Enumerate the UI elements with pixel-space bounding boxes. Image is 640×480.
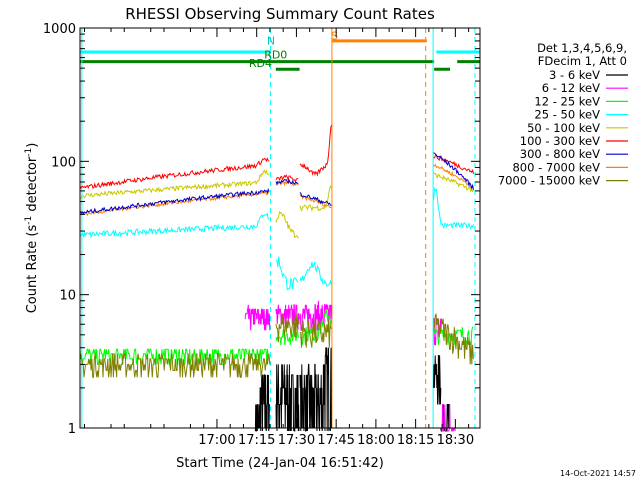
x-tick-label: 17:45 [317, 433, 354, 448]
series-25-50kev-line [275, 256, 299, 291]
series-300-800kev-line [79, 187, 270, 215]
series-6-12kev-line [433, 318, 442, 346]
series-100-300kev-line [79, 157, 270, 190]
x-tick-label: 17:15 [238, 433, 275, 448]
series-300-800kev-line [299, 192, 332, 206]
plot-frame [79, 27, 481, 429]
y-axis-label: Count Rate (s-1 detector-1) [24, 143, 40, 314]
series-300-800kev-line [433, 152, 474, 191]
chart-title: RHESSI Observing Summary Count Rates [125, 5, 435, 23]
series-800-7000kev-line [433, 163, 474, 189]
y-tick-label: 1 [68, 422, 76, 437]
legend-header-line-2: FDecim 1, Att 0 [538, 54, 627, 68]
series-800-7000kev-line [299, 194, 332, 209]
annotation-rd4: RD4 [249, 57, 272, 70]
legend-label: 7000 - 15000 keV [498, 174, 600, 188]
annotation-s: S [331, 29, 338, 42]
series-7000-15000kev-line [433, 313, 474, 365]
x-tick-label: 18:30 [437, 433, 474, 448]
y-tick-label: 100 [51, 155, 76, 170]
y-axis: 1 10 100 1000 [43, 22, 480, 437]
series-50-100kev-line [299, 185, 332, 212]
legend-label: 12 - 25 keV [534, 94, 600, 108]
legend-label: 6 - 12 keV [542, 81, 600, 95]
series-50-100kev-line [79, 169, 270, 199]
series-100-300kev-line [299, 124, 333, 177]
series-7000-15000kev-line [299, 320, 332, 348]
series-50-100kev-line [275, 210, 299, 239]
annotation-rd0: RD0 [264, 49, 287, 62]
series-12-25kev-line [275, 326, 300, 345]
legend: Det 1,3,4,5,6,9, FDecim 1, Att 0 3 - 6 k… [498, 41, 628, 188]
y-tick-label: 1000 [43, 22, 76, 37]
series-25-50kev-line [299, 261, 332, 287]
legend-label: 800 - 7000 keV [512, 160, 600, 174]
series-3-6kev-line [299, 347, 332, 432]
x-tick-label: 17:30 [278, 433, 315, 448]
y-tick-label: 10 [59, 289, 76, 304]
series-25-50kev-line [79, 212, 270, 239]
legend-label: 50 - 100 keV [527, 121, 600, 135]
legend-header-line-1: Det 1,3,4,5,6,9, [537, 41, 627, 55]
x-tick-label: 17:00 [198, 433, 235, 448]
legend-label: 100 - 300 keV [520, 134, 600, 148]
footer-date: 14-Oct-2021 14:57 [560, 469, 636, 478]
series-100-300kev-line [433, 154, 474, 175]
x-axis: 17:00 17:15 17:30 17:45 18:00 18:15 18:30 [84, 28, 474, 448]
series-7000-15000kev-line [79, 353, 271, 378]
series-50-100kev-line [433, 172, 474, 193]
annotation-n: N [267, 35, 275, 48]
series-3-6kev-line [275, 364, 300, 432]
x-tick-label: 18:00 [357, 433, 394, 448]
series-7000-15000kev-line [275, 313, 300, 343]
series-3-6kev-line [254, 374, 270, 432]
series-6-12kev-line [244, 304, 271, 331]
series-12-25kev-line [79, 348, 271, 365]
series-25-50kev-line [433, 187, 474, 230]
legend-label: 25 - 50 keV [534, 108, 600, 122]
series-300-800kev-line [275, 178, 299, 186]
legend-label: 3 - 6 keV [549, 68, 600, 82]
x-tick-label: 18:15 [397, 433, 434, 448]
x-axis-label: Start Time (24-Jan-04 16:51:42) [176, 456, 384, 471]
series-100-300kev-line [275, 174, 299, 183]
legend-label: 300 - 800 keV [520, 147, 600, 161]
series-3-6kev-line [433, 355, 442, 405]
